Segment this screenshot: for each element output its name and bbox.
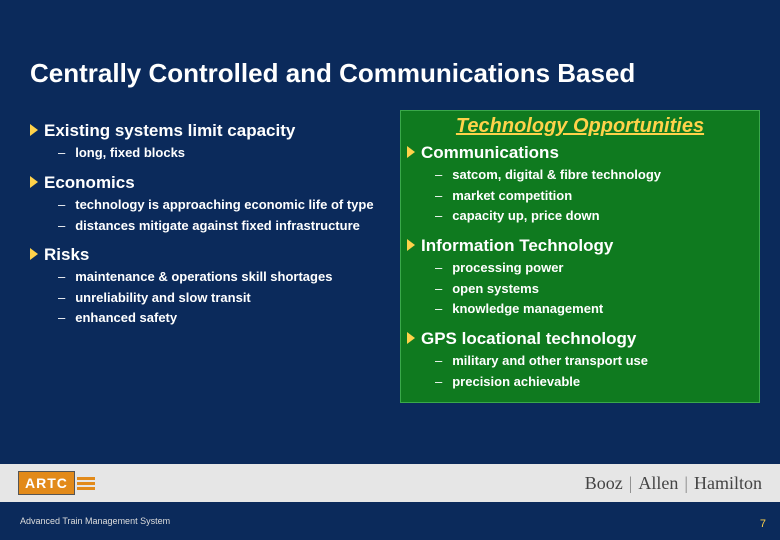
sub-item: – military and other transport use [435,352,753,370]
bullet-risks: Risks [30,244,390,265]
sub-item: – processing power [435,259,753,277]
dash-icon: – [435,208,442,223]
arrow-icon [407,332,415,344]
dash-icon: – [58,197,65,212]
sub-label: knowledge management [452,300,603,318]
bullet-label: Existing systems limit capacity [44,120,295,141]
arrow-icon [30,176,38,188]
bah-part: Hamilton [694,473,762,493]
sub-label: satcom, digital & fibre technology [452,166,661,184]
dash-icon: – [58,310,65,325]
sub-item: – capacity up, price down [435,207,753,225]
dash-icon: – [58,290,65,305]
sub-label: enhanced safety [75,309,177,327]
bullet-gps: GPS locational technology [407,328,753,349]
dash-icon: – [435,260,442,275]
sub-label: long, fixed blocks [75,144,185,162]
sub-label: open systems [452,280,539,298]
sub-label: processing power [452,259,563,277]
arrow-icon [407,239,415,251]
sub-label: distances mitigate against fixed infrast… [75,217,360,235]
footer-bar: ARTC Booz|Allen|Hamilton [0,464,780,502]
arrow-icon [407,146,415,158]
sub-label: military and other transport use [452,352,648,370]
dash-icon: – [435,353,442,368]
bullet-existing-systems: Existing systems limit capacity [30,120,390,141]
dash-icon: – [435,301,442,316]
sub-label: unreliability and slow transit [75,289,251,307]
sub-item: – satcom, digital & fibre technology [435,166,753,184]
bullet-information-technology: Information Technology [407,235,753,256]
dash-icon: – [435,188,442,203]
bullet-label: Communications [421,142,559,163]
bullet-communications: Communications [407,142,753,163]
sub-item: – precision achievable [435,373,753,391]
sub-label: capacity up, price down [452,207,599,225]
artc-logo: ARTC [18,469,95,497]
arrow-icon [30,124,38,136]
sub-item: – long, fixed blocks [58,144,390,162]
artc-logo-text: ARTC [18,471,75,495]
sub-label: market competition [452,187,572,205]
bullet-label: Risks [44,244,89,265]
sub-label: maintenance & operations skill shortages [75,268,332,286]
dash-icon: – [58,218,65,233]
dash-icon: – [58,269,65,284]
left-column: Existing systems limit capacity – long, … [30,110,390,403]
content-columns: Existing systems limit capacity – long, … [30,110,760,403]
dash-icon: – [58,145,65,160]
sub-item: – market competition [435,187,753,205]
sub-item: – unreliability and slow transit [58,289,390,307]
dash-icon: – [435,374,442,389]
dash-icon: – [435,167,442,182]
bah-part: Allen [638,473,678,493]
bullet-label: GPS locational technology [421,328,636,349]
separator-icon: | [629,473,633,493]
technology-opportunities-box: Technology Opportunities Communications … [400,110,760,403]
bullet-label: Information Technology [421,235,613,256]
sub-label: technology is approaching economic life … [75,196,373,214]
bullet-economics: Economics [30,172,390,193]
sub-item: – knowledge management [435,300,753,318]
slide: Centrally Controlled and Communications … [0,0,780,540]
sub-item: – open systems [435,280,753,298]
page-number: 7 [760,518,766,530]
page-title: Centrally Controlled and Communications … [30,58,635,89]
sub-item: – distances mitigate against fixed infra… [58,217,390,235]
artc-stripes-icon [77,476,95,491]
sub-label: precision achievable [452,373,580,391]
box-title: Technology Opportunities [407,115,753,138]
sub-item: – maintenance & operations skill shortag… [58,268,390,286]
footnote: Advanced Train Management System [20,516,170,526]
bah-part: Booz [585,473,623,493]
bullet-label: Economics [44,172,135,193]
sub-item: – enhanced safety [58,309,390,327]
sub-item: – technology is approaching economic lif… [58,196,390,214]
arrow-icon [30,248,38,260]
dash-icon: – [435,281,442,296]
booz-allen-hamilton-logo: Booz|Allen|Hamilton [585,473,762,494]
separator-icon: | [684,473,688,493]
